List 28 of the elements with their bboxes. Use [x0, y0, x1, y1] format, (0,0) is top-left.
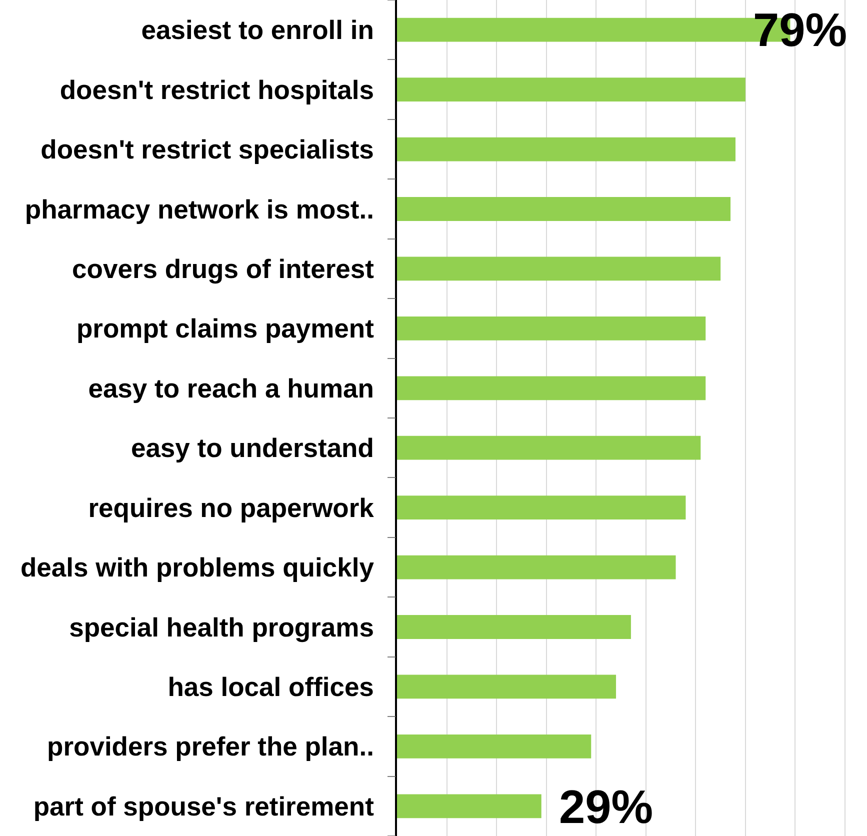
- bar: [397, 794, 542, 818]
- y-tick-label: doesn't restrict specialists: [40, 134, 374, 165]
- y-tick-label: prompt claims payment: [76, 314, 374, 344]
- y-tick-label: has local offices: [168, 672, 374, 702]
- y-tick-label: providers prefer the plan..: [47, 732, 374, 762]
- bar: [397, 674, 616, 699]
- y-tick-label: covers drugs of interest: [72, 254, 374, 284]
- bar: [397, 555, 676, 580]
- data-label: 29%: [559, 780, 654, 833]
- bar: [397, 137, 736, 162]
- bar: [397, 316, 706, 340]
- y-tick-label: requires no paperwork: [88, 492, 374, 523]
- y-tick-label: deals with problems quickly: [20, 552, 374, 583]
- bar: [397, 197, 731, 221]
- y-tick-label: special health programs: [69, 612, 374, 642]
- bar: [397, 436, 701, 460]
- bar: [397, 615, 631, 639]
- y-tick-label: easy to reach a human: [88, 373, 374, 404]
- bar: [397, 734, 592, 758]
- bar: [397, 78, 746, 102]
- y-tick-label: easy to understand: [130, 433, 374, 464]
- y-tick-label: easiest to enroll in: [141, 15, 374, 46]
- bar: [397, 496, 686, 520]
- y-tick-label: doesn't restrict hospitals: [60, 74, 374, 105]
- y-tick-label: part of spouse's retirement: [33, 791, 374, 822]
- bar: [397, 256, 721, 281]
- bar: [397, 376, 706, 400]
- y-tick-label: pharmacy network is most..: [24, 194, 374, 224]
